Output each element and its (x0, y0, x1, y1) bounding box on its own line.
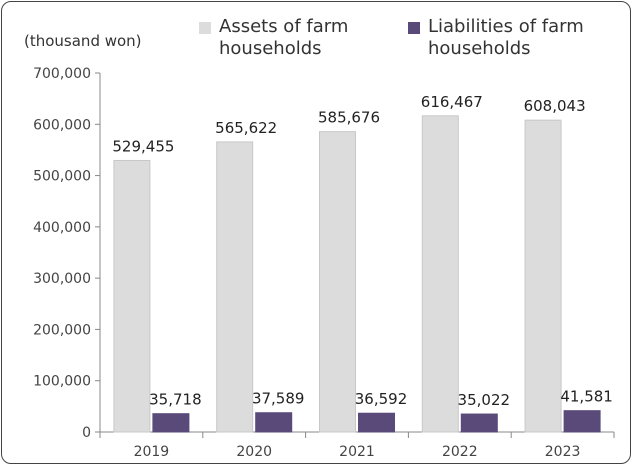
x-tick-label: 2023 (545, 444, 581, 460)
bar-assets (320, 132, 356, 432)
y-tick-label: 300,000 (33, 271, 91, 287)
bar-liabilities (359, 413, 395, 432)
bar-liabilities (461, 414, 497, 432)
y-tick-label: 500,000 (33, 169, 91, 185)
y-tick-label: 400,000 (33, 220, 91, 236)
y-tick-label: 200,000 (33, 322, 91, 338)
data-label-assets: 616,467 (421, 93, 483, 111)
y-tick-label: 600,000 (33, 117, 91, 133)
x-tick-label: 2020 (236, 444, 272, 460)
bar-liabilities (153, 414, 189, 432)
bar-assets (422, 116, 458, 432)
y-tick-label: 700,000 (33, 66, 91, 82)
data-label-assets: 565,622 (215, 119, 277, 137)
bar-liabilities (564, 411, 600, 432)
data-label-liabilities: 37,589 (252, 390, 305, 408)
x-tick-label: 2021 (339, 444, 375, 460)
data-label-assets: 585,676 (318, 109, 380, 127)
x-tick-label: 2022 (442, 444, 478, 460)
data-label-liabilities: 36,592 (355, 390, 408, 408)
bar-assets (217, 142, 253, 432)
bar-assets (525, 120, 561, 432)
y-tick-label: 0 (82, 425, 91, 441)
data-label-liabilities: 35,022 (458, 391, 511, 409)
bar-assets (114, 160, 150, 432)
data-label-assets: 608,043 (524, 97, 586, 115)
bar-liabilities (256, 413, 292, 432)
x-tick-label: 2019 (134, 444, 170, 460)
data-label-liabilities: 35,718 (149, 391, 202, 409)
y-tick-label: 100,000 (33, 374, 91, 390)
data-label-liabilities: 41,581 (560, 388, 613, 406)
data-label-assets: 529,455 (112, 137, 174, 155)
